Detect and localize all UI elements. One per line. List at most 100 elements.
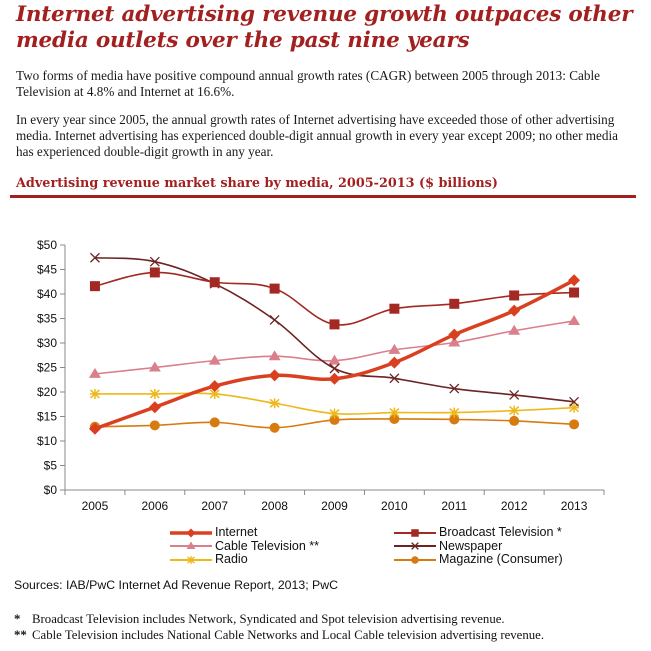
sources-note: Sources: IAB/PwC Internet Ad Revenue Rep… — [14, 578, 338, 592]
data-point-magazine-consumer — [509, 415, 520, 426]
data-point-internet — [508, 304, 521, 317]
legend-swatch-broadcast-television — [394, 529, 436, 537]
data-point-cable-television — [448, 336, 461, 347]
y-tick-label: $35 — [37, 312, 57, 326]
data-point-magazine-consumer — [569, 419, 580, 430]
data-point-cable-television — [208, 354, 221, 365]
line-chart: $0 $5 $10 $15 $20 $25 $30 $35 $40 $45 $50 2005 2006… — [37, 238, 605, 513]
y-tick-label: $10 — [37, 434, 57, 448]
data-point-broadcast-television — [569, 287, 580, 298]
legend-label: Cable Television ** — [215, 538, 319, 553]
legend-swatch-newspaper — [394, 542, 436, 551]
y-tick-label: $20 — [37, 385, 57, 399]
data-point-radio — [89, 388, 100, 399]
data-point-magazine-consumer — [269, 422, 280, 433]
legend-item-internet: Internet — [168, 525, 319, 540]
data-point-internet — [268, 369, 281, 382]
data-point-broadcast-television — [329, 319, 340, 330]
x-tick-label: 2007 — [201, 499, 228, 513]
legend-swatch-marker — [187, 556, 195, 564]
data-point-internet — [88, 422, 101, 435]
series-line-internet — [94, 278, 575, 431]
legend-label: Newspaper — [439, 538, 503, 553]
footnotes: * Broadcast Television includes Network,… — [14, 611, 544, 643]
legend-swatch-internet — [170, 528, 212, 538]
data-point-newspaper — [569, 396, 580, 407]
data-point-radio — [509, 405, 520, 416]
legend-swatch-marker — [186, 528, 196, 538]
footnote-text: Cable Television includes National Cable… — [32, 628, 545, 642]
data-point-newspaper — [449, 383, 460, 394]
legend-item-broadcast-television: Broadcast Television * — [392, 525, 563, 540]
data-point-broadcast-television — [209, 277, 220, 288]
data-point-newspaper — [269, 315, 280, 325]
data-point-cable-television — [388, 343, 401, 354]
y-tick-label: $30 — [37, 336, 57, 350]
data-point-newspaper — [149, 256, 160, 267]
x-tick-label: 2013 — [561, 499, 588, 513]
data-point-broadcast-television — [269, 283, 280, 294]
x-tick-label: 2009 — [321, 499, 348, 513]
legend-label: Broadcast Television * — [439, 525, 562, 539]
data-point-magazine-consumer — [389, 413, 400, 424]
y-tick-label: $15 — [37, 410, 57, 424]
data-point-cable-television — [268, 350, 281, 361]
series-internet — [88, 274, 581, 435]
data-point-newspaper — [89, 252, 100, 263]
legend-swatch-marker — [186, 541, 196, 550]
legend-label: Internet — [215, 525, 258, 539]
data-point-radio — [149, 388, 160, 399]
y-tick-label: $5 — [44, 459, 58, 473]
legend-label: Magazine (Consumer) — [439, 552, 563, 566]
series-layer — [88, 252, 581, 435]
data-point-broadcast-television — [149, 267, 160, 278]
data-point-radio — [269, 398, 280, 409]
footnote-mark: ** — [14, 628, 27, 642]
legend-swatch-cable-television — [170, 541, 212, 550]
data-point-cable-television — [328, 354, 341, 365]
data-point-internet — [568, 274, 581, 287]
series-cable-television — [88, 314, 581, 378]
footnote-cable: ** Cable Television includes National Ca… — [14, 627, 544, 643]
data-point-broadcast-television — [389, 303, 400, 314]
intro-paragraph-cagr: Two forms of media have positive compoun… — [16, 68, 600, 99]
x-tick-label: 2005 — [82, 499, 109, 513]
y-tick-label: $0 — [44, 483, 58, 497]
legend-swatch-marker — [411, 529, 419, 537]
legend-item-newspaper: Newspaper — [392, 538, 563, 554]
page-title: Internet advertising revenue growth outp… — [16, 2, 633, 53]
x-tick-label: 2006 — [141, 499, 168, 513]
y-tick-label: $45 — [37, 263, 57, 277]
intro-paragraph-growth: In every year since 2005, the annual gro… — [16, 112, 619, 159]
legend-item-magazine: Magazine (Consumer) — [392, 552, 563, 567]
data-point-magazine-consumer — [149, 420, 160, 431]
y-tick-label: $40 — [37, 287, 57, 301]
legend-right: Broadcast Television * Newspaper Magazin… — [392, 525, 563, 567]
data-point-newspaper — [389, 373, 400, 384]
data-point-internet — [388, 356, 401, 369]
data-point-internet — [328, 372, 341, 385]
footnote-mark: * — [14, 612, 21, 626]
legend-label: Radio — [215, 552, 248, 566]
data-point-newspaper — [329, 363, 340, 374]
title-divider — [10, 195, 636, 198]
data-point-internet — [448, 328, 461, 341]
y-tick-label: $50 — [37, 238, 57, 252]
data-point-radio — [389, 407, 400, 418]
data-point-internet — [148, 401, 161, 414]
chart-title: Advertising revenue market share by medi… — [16, 176, 498, 191]
legend-swatch-marker — [411, 542, 419, 551]
x-tick-label: 2011 — [441, 499, 467, 513]
data-point-broadcast-television — [509, 290, 520, 301]
y-axis: $0 $5 $10 $15 $20 $25 $30 $35 $40 $45 $50 — [37, 238, 66, 497]
data-point-cable-television — [508, 324, 521, 335]
series-broadcast-television — [89, 267, 580, 330]
footnote-text: Broadcast Television includes Network, S… — [32, 612, 505, 626]
x-axis: 2005 2006 2007 2008 2009 2010 2011 2012 2013 — [64, 489, 605, 513]
data-point-radio — [329, 408, 340, 419]
data-point-internet — [208, 380, 221, 393]
x-tick-label: 2008 — [261, 499, 288, 513]
y-tick-label: $25 — [37, 361, 57, 375]
x-tick-label: 2012 — [501, 499, 528, 513]
series-magazine-consumer — [89, 413, 580, 433]
